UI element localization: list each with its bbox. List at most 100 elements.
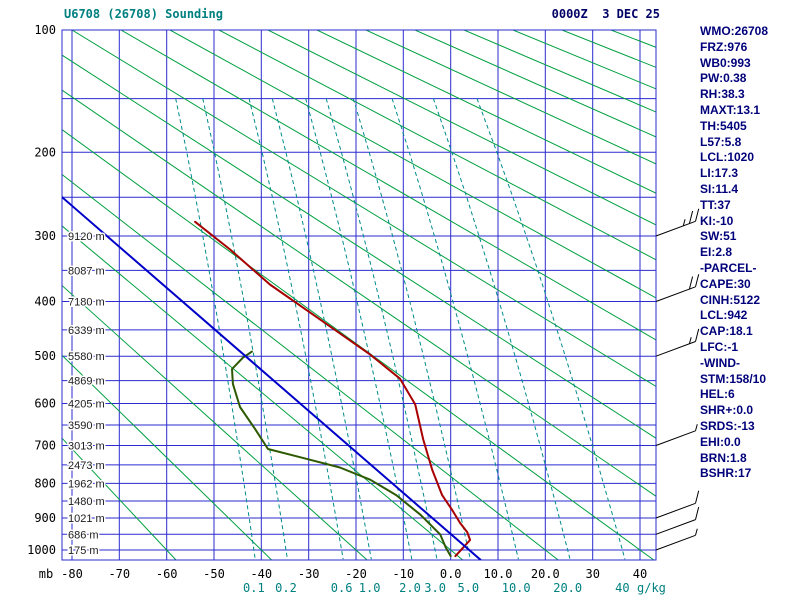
height-label: 7180 m — [68, 297, 105, 309]
stat-line: TH:5405 — [700, 118, 747, 133]
dry-adiabat-line — [169, 30, 656, 299]
temperature-label: -40 — [250, 567, 272, 581]
height-label: 2473 m — [68, 460, 105, 472]
temperature-label: -10 — [392, 567, 414, 581]
height-label: 3590 m — [68, 420, 105, 432]
dry-adiabat-line — [62, 173, 559, 560]
temperature-label: 20.0 — [531, 567, 560, 581]
mixing-ratio-label: 40 — [615, 581, 629, 595]
stat-line: -PARCEL- — [700, 260, 757, 275]
mixing-ratio-line — [352, 98, 471, 560]
height-label: 686 m — [68, 529, 99, 541]
wind-barb-full-tick — [695, 490, 700, 504]
mixing-ratio-line — [305, 98, 413, 560]
dry-adiabat-line — [414, 30, 656, 138]
mixing-ratio-label: 0.1 — [243, 581, 265, 595]
pressure-label: 200 — [34, 145, 56, 159]
dry-adiabat-line — [365, 30, 656, 165]
stat-line: CAP:18.1 — [700, 324, 753, 339]
stat-line: LFC:-1 — [700, 339, 738, 354]
temperature-label: -50 — [203, 567, 225, 581]
plot-border — [61, 29, 657, 561]
stat-line: WMO:26708 — [700, 24, 769, 38]
mixing-ratio-line — [271, 98, 372, 560]
mixing-ratio-line — [476, 98, 626, 560]
wind-barb-full-tick — [688, 210, 694, 224]
stat-line: HEL:6 — [700, 387, 735, 402]
temperature-label: 40 — [633, 567, 647, 581]
wind-barb — [655, 528, 698, 551]
wind-barb — [655, 328, 700, 357]
wind-barb-staff — [655, 286, 696, 302]
temperature-label: -80 — [61, 567, 83, 581]
height-label: 4205 m — [68, 399, 105, 411]
stat-line: WB0:993 — [700, 55, 751, 70]
wind-barb-half-tick — [682, 219, 686, 226]
chart-datetime: 0000Z 3 DEC 25 — [552, 7, 660, 21]
dry-adiabat-line — [120, 30, 656, 341]
stat-line: L57:5.8 — [700, 134, 742, 149]
height-label: 1021 m — [68, 513, 105, 525]
dry-adiabat-line — [267, 30, 656, 226]
mixing-ratio-labels: 0.1 0.2 0.6 1.0 2.0 3.0 5.0 10.0 20.0 40 — [243, 581, 630, 595]
dry-adiabat-line — [316, 30, 656, 194]
stat-line: STM:158/10 — [700, 371, 767, 386]
dry-adiabat-line — [218, 30, 656, 261]
height-label: 3013 m — [68, 441, 105, 453]
pressure-label: 300 — [34, 229, 56, 243]
mixing-ratio-label: 3.0 — [424, 581, 446, 595]
pressure-label: 500 — [34, 349, 56, 363]
stat-line: BRN:1.8 — [700, 450, 747, 465]
chart-title: U6708 (26708) Sounding — [64, 7, 223, 21]
stat-line: EHI:0.0 — [700, 434, 741, 449]
height-label: 1480 m — [68, 496, 105, 508]
dry-adiabat-line — [62, 284, 368, 560]
wind-barb-full-tick — [695, 208, 700, 222]
stat-line: SHR+:0.0 — [700, 403, 754, 418]
mixing-ratio-line — [391, 98, 519, 560]
temperature-label: 0.0 — [440, 567, 462, 581]
mixing-ratio-line — [202, 98, 288, 560]
parcel-curve — [62, 196, 482, 560]
mixing-ratio-line — [175, 98, 256, 560]
temperature-labels: -80 -70 -60 -50 -40 -30 -20 -10 0.0 10.0 20.0 30 40 — [61, 567, 647, 581]
stat-line: CAPE:30 — [700, 276, 751, 291]
wind-barb — [655, 424, 698, 446]
stat-line: SRDS:-13 — [700, 418, 755, 433]
mixing-ratio-line — [325, 98, 438, 560]
mixing-ratio-line — [248, 98, 344, 560]
stat-line: EI:2.8 — [700, 245, 733, 260]
height-label: 6339 m — [68, 325, 105, 337]
dry-adiabat-line — [62, 89, 656, 497]
wind-barb — [655, 208, 700, 237]
sounding-curves — [62, 196, 482, 560]
mixing-ratio-label: 5.0 — [457, 581, 479, 595]
height-label: 175 m — [68, 545, 99, 557]
temperature-curve — [194, 220, 472, 558]
dry-adiabat-line — [62, 437, 177, 560]
wind-barbs — [655, 208, 700, 551]
mixing-ratio-label: 10.0 — [502, 581, 531, 595]
stats-panel: WMO:26708 FRZ:976 WB0:993 PW:0.38 RH:38.3 MAX… — [700, 24, 798, 482]
stat-line: RH:38.3 — [700, 87, 745, 102]
pressure-label: 700 — [34, 439, 56, 453]
stat-line: TT:37 — [700, 197, 731, 212]
stat-line: -WIND- — [700, 355, 740, 370]
wind-barb-staff — [655, 220, 696, 237]
pressure-label: 900 — [34, 511, 56, 525]
mixing-unit-label: g/kg — [637, 581, 666, 595]
temperature-label: -60 — [156, 567, 178, 581]
stat-line: KI:-10 — [700, 213, 734, 228]
pressure-label: 1000 — [27, 543, 56, 557]
temperature-label: 10.0 — [484, 567, 513, 581]
dry-adiabat-line — [62, 54, 656, 439]
mixing-ratio-label: 1.0 — [359, 581, 381, 595]
mixing-ratio-lines — [175, 98, 626, 560]
wind-barb — [655, 274, 700, 302]
height-label: 1962 m — [68, 478, 105, 490]
temperature-label: -70 — [108, 567, 130, 581]
isotherm-gridlines — [71, 30, 641, 560]
mixing-ratio-label: 20.0 — [553, 581, 582, 595]
dry-adiabat-lines — [62, 30, 656, 560]
pressure-gridlines — [62, 29, 656, 551]
